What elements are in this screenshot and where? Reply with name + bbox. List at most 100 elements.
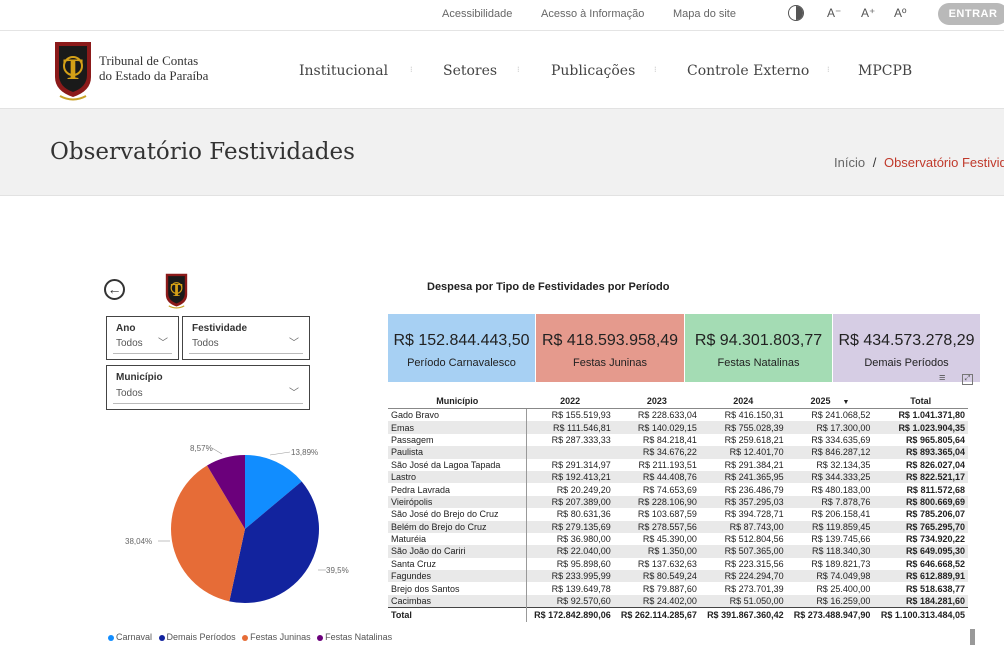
cell-value: R$ 241.068,52 (811, 410, 871, 421)
table-scrollbar[interactable] (970, 629, 975, 645)
year-filter-label: Ano (116, 323, 136, 334)
cell-value: R$ 287.333,33 (551, 434, 611, 445)
contrast-toggle-icon[interactable] (788, 5, 804, 21)
cell-value: R$ 118.340,30 (786, 545, 874, 558)
nav-controle-externo[interactable]: Controle Externo (687, 63, 810, 79)
table-row[interactable]: Paulista R$ 34.676,22 R$ 12.401,70 R$ 846.2… (388, 446, 968, 459)
cell-municipio: Santa Cruz (388, 557, 527, 571)
cell-municipio: Brejo dos Santos (388, 582, 527, 595)
festivity-select[interactable]: Todos ﹀ (189, 335, 303, 354)
cell-municipio: São José da Lagoa Tapada (388, 458, 527, 471)
chevron-down-icon: ﹀ (158, 338, 168, 349)
font-reset-button[interactable]: Aº (894, 6, 907, 20)
cell-value: R$ 139.649,78 (551, 583, 611, 594)
table-row[interactable]: Lastro R$ 192.413,21 R$ 44.408,76 R$ 241.36… (388, 470, 968, 484)
pie-slice-natalinas[interactable] (207, 455, 245, 529)
table-row[interactable]: Pedra Lavrada R$ 20.249,20 R$ 74.653,69 R$ … (388, 483, 968, 496)
breadcrumb: Início / Observatório Festividades (834, 155, 1004, 170)
cell-value: R$ 45.390,00 (642, 534, 697, 545)
cell-value: R$ 92.570,60 (526, 594, 614, 608)
filter-icon[interactable]: ≡ (939, 372, 946, 384)
pie-label-demais: 39,5% (326, 566, 349, 575)
cell-value (526, 446, 614, 459)
year-filter: Ano Todos ﹀ (106, 316, 179, 360)
table-row[interactable]: Brejo dos Santos R$ 139.649,78 R$ 79.887,6… (388, 582, 968, 595)
cell-value: R$ 512.804,56 (724, 534, 784, 545)
legend-juninas[interactable]: Festas Juninas (242, 632, 311, 642)
cell-total: R$ 1.023.904,35 (873, 421, 968, 434)
brand-name[interactable]: Tribunal de Contas do Estado da Paraíba (99, 53, 209, 83)
total-value: R$ 273.488.947,90 (786, 607, 874, 623)
cell-value: R$ 16.259,00 (786, 594, 874, 608)
pie-slice-demais[interactable] (229, 481, 319, 603)
focus-mode-icon[interactable]: ⤢ (962, 374, 973, 385)
nav-mpcpb[interactable]: MPCPB (858, 63, 913, 79)
festivity-pie-chart[interactable] (165, 449, 325, 609)
sitemap-link[interactable]: Mapa do site (673, 8, 736, 20)
font-increase-button[interactable]: A⁺ (861, 6, 876, 20)
cell-value: R$ 1.350,00 (613, 545, 700, 558)
card-carnaval[interactable]: R$ 152.844.443,50 Período Carnavalesco (388, 314, 535, 382)
cell-value: R$ 211.193,51 (638, 459, 697, 470)
cell-value: R$ 273.701,39 (724, 583, 784, 594)
table-row[interactable]: Emas R$ 111.546,81 R$ 140.029,15 R$ 755.028… (388, 421, 968, 434)
back-arrow-icon[interactable]: ← (104, 279, 125, 300)
cell-municipio: São José do Brejo do Cruz (388, 508, 527, 521)
cell-value: R$ 189.821,73 (811, 558, 871, 569)
table-row[interactable]: São José da Lagoa Tapada R$ 291.314,97 R$ … (388, 458, 968, 471)
cell-total: R$ 800.669,69 (873, 495, 968, 509)
pie-label-natalinas: 8,57% (190, 444, 213, 453)
table-row[interactable]: Belém do Brejo do Cruz R$ 279.135,69 R$ 27… (388, 520, 968, 533)
breadcrumb-home[interactable]: Início (834, 155, 866, 170)
card-demais[interactable]: R$ 434.573.278,29 Demais Períodos (833, 314, 980, 382)
year-select[interactable]: Todos ﹀ (113, 335, 172, 354)
cell-total: R$ 518.638,77 (905, 583, 965, 594)
accessibility-link[interactable]: Acessibilidade (442, 8, 513, 20)
report-logo: T (165, 273, 188, 309)
nav-publicacoes[interactable]: Publicações (551, 63, 636, 79)
chevron-down-icon: ﹀ (289, 338, 299, 349)
card-natalinas[interactable]: R$ 94.301.803,77 Festas Natalinas (685, 314, 832, 382)
table-row[interactable]: Cacimbas R$ 92.570,60 R$ 24.402,00 R$ 51.05… (388, 594, 968, 608)
cell-municipio: Cacimbas (388, 594, 527, 608)
pie-slice-carnaval[interactable] (245, 455, 302, 529)
table-row[interactable]: Passagem R$ 287.333,33 R$ 84.218,41 R$ 259.… (388, 433, 968, 447)
column-header-2024[interactable]: 2024 (699, 393, 787, 409)
table-row[interactable]: Maturéia R$ 36.980,00 R$ 45.390,00 R$ 512.8… (388, 532, 968, 546)
municipality-select[interactable]: Todos ﹀ (113, 385, 303, 404)
legend-demais[interactable]: Demais Períodos (158, 632, 236, 642)
cell-value: R$ 755.028,39 (699, 421, 787, 434)
card-juninas[interactable]: R$ 418.593.958,49 Festas Juninas (536, 314, 684, 382)
column-header-total[interactable]: Total (873, 393, 968, 409)
nav-setores[interactable]: Setores (443, 63, 498, 79)
cell-total: R$ 734.920,22 (905, 534, 965, 545)
font-decrease-button[interactable]: A⁻ (827, 6, 842, 20)
cell-value: R$ 241.365,95 (699, 470, 787, 484)
breadcrumb-current: Observatório Festividades (883, 155, 1004, 170)
table-row[interactable]: São João do Cariri R$ 22.040,00 R$ 1.350,0… (388, 545, 968, 558)
information-access-link[interactable]: Acesso à Informação (541, 8, 645, 20)
cell-value: R$ 12.401,70 (699, 446, 787, 459)
login-button[interactable]: ENTRAR (938, 3, 1004, 25)
cell-value: R$ 36.980,00 (556, 534, 611, 545)
cell-total: R$ 765.295,70 (873, 520, 968, 533)
nav-institucional[interactable]: Institucional (299, 63, 389, 79)
pie-slice-juninas[interactable] (171, 465, 245, 602)
breadcrumb-separator: / (872, 155, 877, 170)
table-row[interactable]: Gado Bravo R$ 155.519,93 R$ 228.633,04 R$ 4… (388, 408, 968, 422)
legend-natalinas[interactable]: Festas Natalinas (317, 632, 392, 642)
table-row[interactable]: Fagundes R$ 233.995,99 R$ 80.549,24 R$ 224.… (388, 570, 968, 583)
table-row[interactable]: São José do Brejo do Cruz R$ 80.631,36 R$ … (388, 508, 968, 521)
table-row[interactable]: Santa Cruz R$ 95.898,60 R$ 137.632,63 R$ 22… (388, 557, 968, 571)
table-row[interactable]: Vieirópolis R$ 207.389,00 R$ 228.106,90 R$ … (388, 495, 968, 509)
column-header-2022[interactable]: 2022 (526, 393, 614, 409)
cell-value: R$ 507.365,00 (699, 545, 787, 558)
legend-carnaval[interactable]: Carnaval (108, 632, 152, 642)
cell-total: R$ 184.281,60 (873, 594, 968, 608)
column-header-2023[interactable]: 2023 (613, 393, 700, 409)
column-header-2025[interactable]: 2025 ▼ (786, 393, 874, 409)
column-header-municipio[interactable]: Município (388, 393, 527, 409)
tce-logo[interactable]: T (52, 39, 94, 103)
cell-municipio: Fagundes (388, 570, 527, 583)
cell-municipio: Belém do Brejo do Cruz (388, 520, 527, 533)
